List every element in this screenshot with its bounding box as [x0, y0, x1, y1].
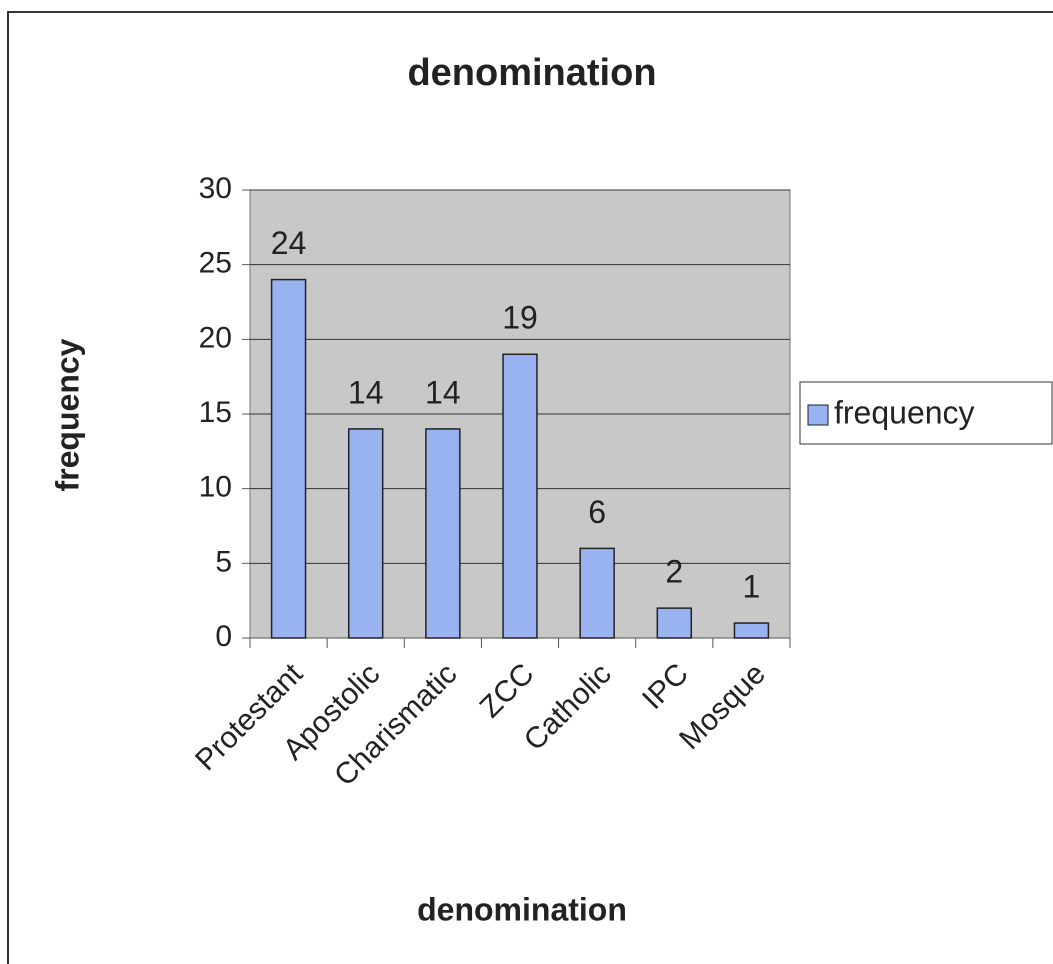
y-tick-label: 20 [199, 321, 232, 354]
bar [733, 622, 770, 639]
data-label: 6 [588, 494, 606, 530]
data-label: 19 [502, 300, 538, 336]
y-tick-label: 0 [215, 620, 232, 653]
legend-box [799, 381, 1053, 445]
bar [270, 278, 307, 639]
legend-swatch [807, 404, 829, 426]
bar [502, 353, 538, 639]
y-tick-label: 15 [199, 396, 232, 429]
data-label: 14 [348, 374, 384, 410]
x-tick-label: Catholic [518, 657, 618, 757]
data-label: 1 [743, 569, 761, 605]
bar [579, 547, 615, 639]
x-tick-label: IPC [636, 657, 695, 716]
chart-title: denomination [407, 52, 656, 94]
y-tick-label: 10 [199, 471, 232, 504]
y-tick-label: 5 [215, 545, 232, 578]
data-label: 14 [425, 374, 461, 410]
legend-label: frequency [834, 394, 975, 430]
y-axis-label: frequency [49, 338, 85, 491]
bar [347, 428, 384, 639]
bar [656, 607, 693, 639]
y-tick-label: 25 [199, 247, 232, 280]
x-axis-label: denomination [417, 891, 627, 927]
y-tick-label: 30 [199, 172, 232, 205]
bar [425, 428, 461, 639]
chart-frame [7, 11, 1053, 964]
x-tick-label: Mosque [673, 657, 772, 756]
data-label: 24 [271, 225, 307, 261]
data-label: 2 [665, 554, 683, 590]
x-tick-label: ZCC [474, 657, 541, 724]
